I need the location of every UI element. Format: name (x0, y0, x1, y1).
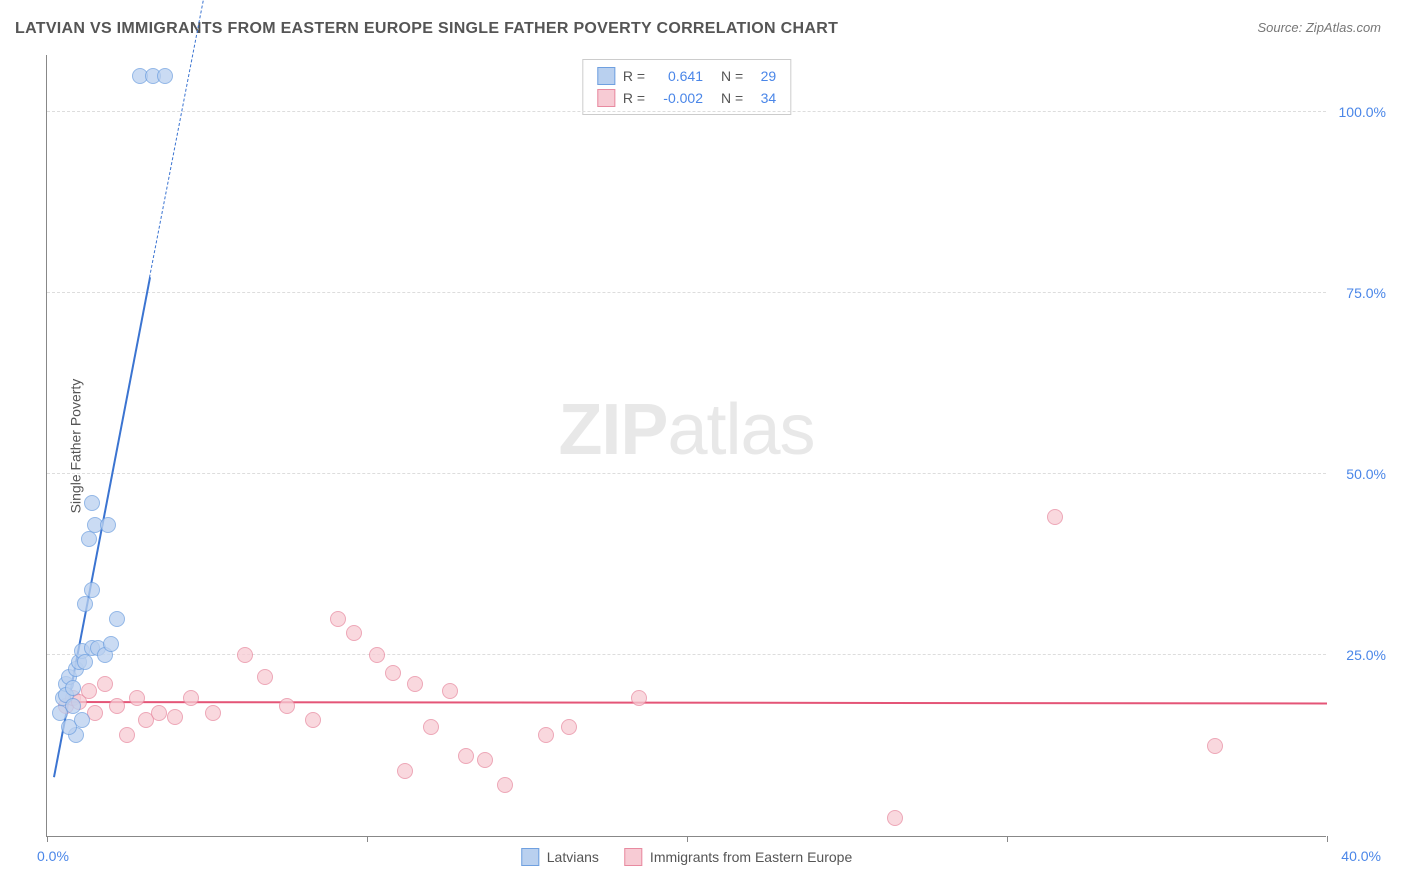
data-point (631, 690, 647, 706)
data-point (257, 669, 273, 685)
watermark-rest: atlas (667, 390, 814, 470)
gridline-h (47, 292, 1326, 293)
trend-line (63, 701, 1327, 704)
data-point (151, 705, 167, 721)
data-point (183, 690, 199, 706)
x-tick (47, 836, 48, 842)
data-point (561, 719, 577, 735)
watermark-bold: ZIP (558, 390, 667, 470)
y-tick-label: 75.0% (1346, 285, 1386, 301)
data-point (887, 810, 903, 826)
data-point (109, 611, 125, 627)
legend-row-1: R = 0.641 N = 29 (597, 65, 776, 87)
legend-label-1: Latvians (547, 849, 599, 865)
data-point (407, 676, 423, 692)
y-tick-label: 25.0% (1346, 647, 1386, 663)
data-point (1207, 738, 1223, 754)
x-tick-label: 40.0% (1341, 848, 1381, 864)
data-point (458, 748, 474, 764)
data-point (81, 683, 97, 699)
data-point (423, 719, 439, 735)
y-tick-label: 100.0% (1339, 104, 1386, 120)
data-point (442, 683, 458, 699)
data-point (237, 647, 253, 663)
n-label: N = (721, 65, 743, 87)
x-tick-label: 0.0% (37, 848, 69, 864)
data-point (77, 596, 93, 612)
watermark: ZIPatlas (558, 389, 814, 471)
data-point (279, 698, 295, 714)
chart-title: LATVIAN VS IMMIGRANTS FROM EASTERN EUROP… (15, 20, 838, 38)
source-attribution: Source: ZipAtlas.com (1257, 20, 1381, 35)
data-point (103, 636, 119, 652)
data-point (129, 690, 145, 706)
swatch-series-1 (597, 67, 615, 85)
data-point (205, 705, 221, 721)
correlation-legend: R = 0.641 N = 29 R = -0.002 N = 34 (582, 59, 791, 115)
r-label: R = (623, 65, 645, 87)
data-point (65, 698, 81, 714)
series-legend: Latvians Immigrants from Eastern Europe (521, 848, 852, 866)
data-point (385, 665, 401, 681)
data-point (346, 625, 362, 641)
x-tick (1007, 836, 1008, 842)
data-point (74, 712, 90, 728)
chart-container: LATVIAN VS IMMIGRANTS FROM EASTERN EUROP… (0, 0, 1406, 892)
r-label-2: R = (623, 87, 645, 109)
data-point (330, 611, 346, 627)
swatch-latvians (521, 848, 539, 866)
y-tick-label: 50.0% (1346, 466, 1386, 482)
n-label-2: N = (721, 87, 743, 109)
data-point (109, 698, 125, 714)
data-point (538, 727, 554, 743)
data-point (167, 709, 183, 725)
data-point (100, 517, 116, 533)
data-point (97, 676, 113, 692)
data-point (305, 712, 321, 728)
r-value-2: -0.002 (653, 87, 703, 109)
data-point (81, 531, 97, 547)
data-point (369, 647, 385, 663)
gridline-h (47, 473, 1326, 474)
swatch-immigrants (624, 848, 642, 866)
data-point (119, 727, 135, 743)
data-point (77, 654, 93, 670)
data-point (84, 582, 100, 598)
data-point (477, 752, 493, 768)
x-tick (687, 836, 688, 842)
swatch-series-2 (597, 89, 615, 107)
trend-line (149, 0, 208, 278)
x-tick (367, 836, 368, 842)
legend-item-1: Latvians (521, 848, 599, 866)
data-point (65, 680, 81, 696)
data-point (157, 68, 173, 84)
n-value-1: 29 (751, 65, 776, 87)
data-point (1047, 509, 1063, 525)
plot-area: ZIPatlas R = 0.641 N = 29 R = -0.002 N =… (46, 55, 1326, 837)
x-tick (1327, 836, 1328, 842)
data-point (397, 763, 413, 779)
legend-item-2: Immigrants from Eastern Europe (624, 848, 852, 866)
r-value-1: 0.641 (653, 65, 703, 87)
data-point (497, 777, 513, 793)
legend-row-2: R = -0.002 N = 34 (597, 87, 776, 109)
n-value-2: 34 (751, 87, 776, 109)
data-point (84, 495, 100, 511)
legend-label-2: Immigrants from Eastern Europe (650, 849, 852, 865)
gridline-h (47, 111, 1326, 112)
